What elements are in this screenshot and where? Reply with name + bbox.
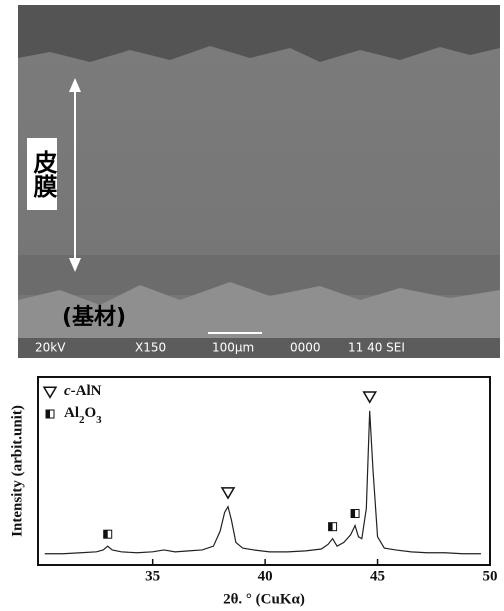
square-fill bbox=[351, 510, 355, 518]
x-axis-label: 2θ. ° (CuKα) bbox=[223, 591, 305, 607]
triangle-marker bbox=[44, 387, 56, 397]
interface-layer bbox=[18, 255, 500, 295]
substrate-label: (基材) bbox=[62, 305, 126, 330]
triangle-marker bbox=[364, 392, 376, 402]
square-fill bbox=[329, 523, 333, 531]
square-marker bbox=[104, 530, 112, 538]
xrd-chart: 2θ. ° (CuKα) Intensity (arbit.unit) bbox=[9, 377, 490, 607]
square-fill bbox=[46, 410, 50, 418]
x-tick-label: 45 bbox=[370, 568, 385, 584]
square-marker bbox=[329, 523, 337, 531]
info-text: 20kV bbox=[35, 341, 66, 355]
legend-label: c-AlN bbox=[64, 383, 102, 399]
square-marker bbox=[46, 410, 54, 418]
info-text: 11 40 SEI bbox=[348, 341, 405, 355]
info-text: 100µm bbox=[212, 341, 254, 355]
legend-label: Al2O3 bbox=[64, 405, 102, 425]
square-marker bbox=[351, 510, 359, 518]
figure: 皮膜 (基材) 20kV X150 100µm 0000 11 40 SEI 2… bbox=[0, 0, 504, 611]
square-fill bbox=[104, 530, 108, 538]
info-text: 0000 bbox=[290, 341, 321, 355]
info-bar bbox=[18, 338, 500, 358]
triangle-marker bbox=[222, 488, 234, 498]
coating-label: 皮膜 bbox=[29, 150, 58, 199]
micrograph: 皮膜 (基材) 20kV X150 100µm 0000 11 40 SEI bbox=[18, 5, 500, 358]
x-tick-label: 35 bbox=[145, 568, 160, 584]
y-axis-label: Intensity (arbit.unit) bbox=[9, 405, 25, 537]
x-tick-label: 40 bbox=[258, 568, 273, 584]
info-text: X150 bbox=[135, 341, 166, 355]
x-tick-label: 50 bbox=[483, 568, 498, 584]
